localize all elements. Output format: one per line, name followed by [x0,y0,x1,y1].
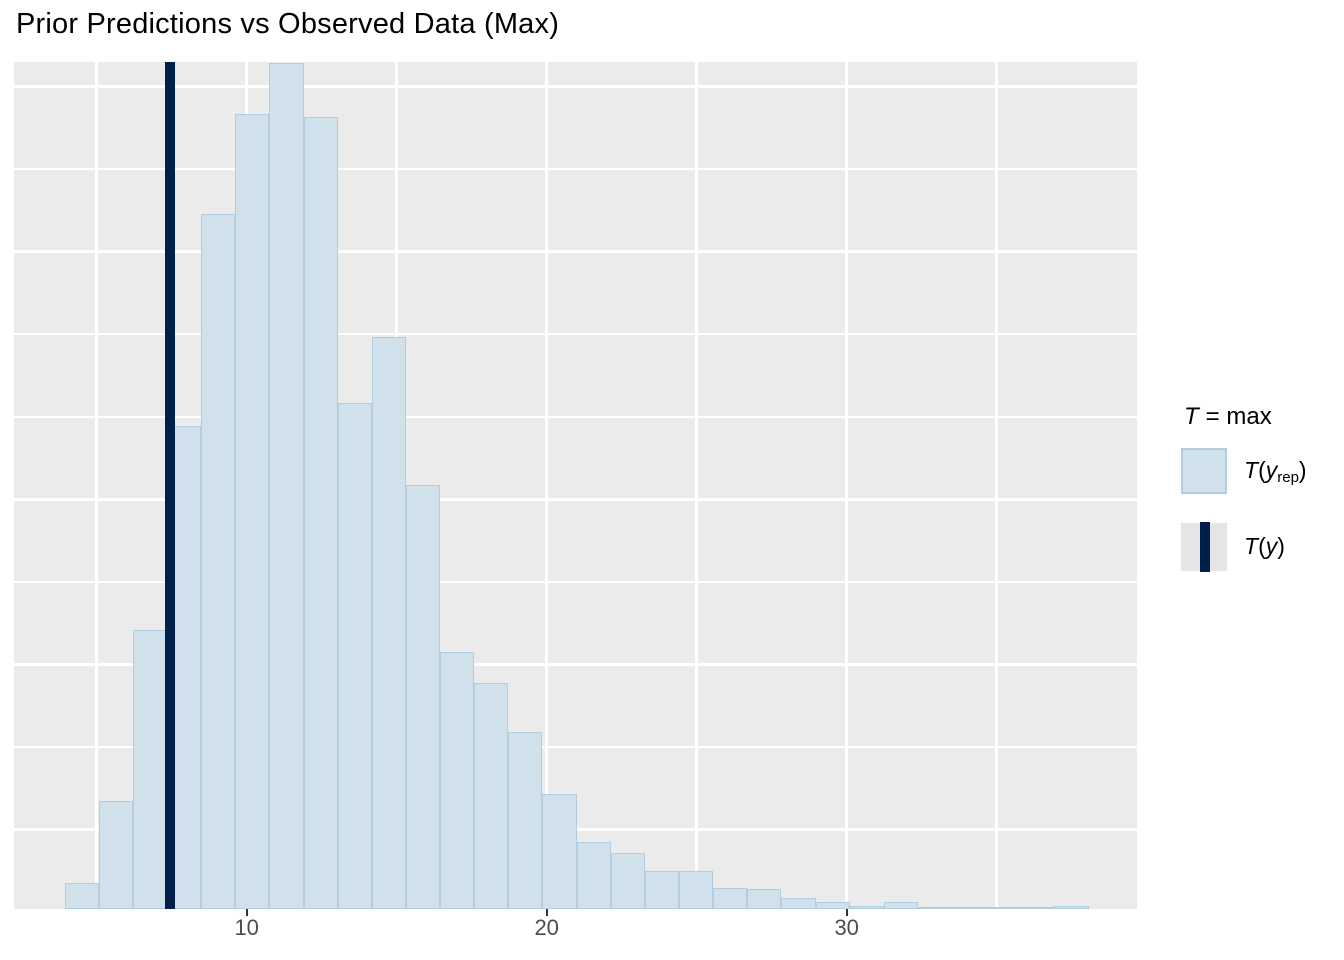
histogram-bar [917,907,953,909]
histogram-bar [747,889,782,909]
legend-label-yrep: T(yrep) [1244,456,1307,486]
histogram-bar [508,732,543,909]
gridline-vertical [995,62,998,909]
histogram-bar [201,214,236,909]
gridline-vertical [545,62,548,909]
histogram-bar [713,887,748,909]
gridline-horizontal [14,415,1137,418]
x-tick-mark [545,909,548,916]
gridline-horizontal [14,167,1137,171]
histogram-bar [986,907,1021,909]
histogram-bar [781,897,816,909]
legend-key-y-swatch [1181,522,1227,572]
gridline-horizontal [14,663,1137,666]
histogram-bar [1054,905,1089,909]
histogram-bar [269,63,304,909]
histogram-bar [474,682,509,909]
gridline-horizontal [14,580,1137,584]
histogram-bar [235,114,270,909]
gridline-horizontal [14,250,1137,253]
gridline-horizontal [14,498,1137,501]
gridline-horizontal [14,332,1137,336]
histogram-bar [576,841,611,909]
histogram-bar [849,905,884,909]
legend-item-y: T(y) [1181,522,1285,572]
x-tick-label: 30 [834,915,859,940]
gridline-horizontal [14,85,1137,88]
legend-title-stat-symbol: T [1184,403,1199,430]
histogram-bar [883,902,918,909]
histogram-bar [371,337,406,909]
x-tick-mark [845,909,848,916]
histogram-bar [644,871,679,909]
legend-title: T = max [1184,403,1272,431]
gridline-horizontal [14,745,1137,749]
legend-label-y: T(y) [1244,532,1285,559]
x-tick-label: 20 [534,915,559,940]
legend-key-yrep-swatch [1181,448,1227,494]
histogram-bar [610,853,645,909]
observed-line-glyph [1200,522,1210,572]
histogram-bar [679,871,714,909]
legend-item-yrep: T(yrep) [1181,448,1307,494]
x-tick-label: 10 [234,915,259,940]
x-tick-mark [245,909,248,916]
observed-value-line [165,62,175,909]
histogram-bar [64,882,99,909]
histogram-bar [1020,907,1055,909]
histogram-bar [303,117,338,909]
histogram-bar [952,907,987,909]
plot-panel [14,62,1137,909]
legend-title-stat-value: = max [1205,403,1272,430]
plot-title: Prior Predictions vs Observed Data (Max) [16,8,560,40]
histogram-bar [405,484,441,909]
histogram-bar [815,902,850,909]
histogram-bar [132,630,167,909]
gridline-vertical [845,62,848,909]
gridline-vertical [95,62,98,909]
gridline-vertical [695,62,698,909]
histogram-bar [337,402,372,909]
histogram-bar [98,800,133,909]
histogram-bar [440,651,475,909]
histogram-bar [542,794,577,909]
